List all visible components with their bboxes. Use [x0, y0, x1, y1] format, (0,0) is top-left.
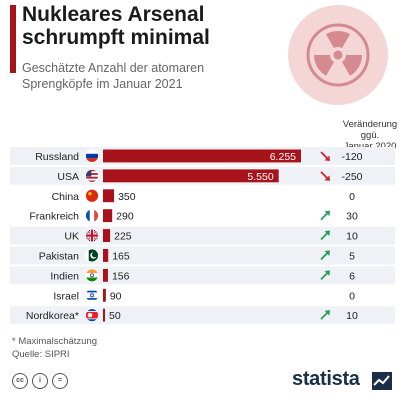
trend-up-arrow-icon — [320, 270, 330, 280]
change-label: -120 — [341, 151, 362, 163]
usa-flag-icon — [85, 168, 99, 183]
category-label: Israel — [53, 290, 79, 302]
pakistan-flag-icon — [85, 248, 99, 263]
value-label: 6.255 — [270, 151, 296, 163]
trend-down-arrow-icon — [320, 171, 330, 181]
france-flag-icon — [85, 208, 99, 223]
change-label: 30 — [346, 211, 358, 223]
category-label: UK — [64, 231, 79, 243]
change-label: 10 — [346, 310, 358, 322]
title-accent-bar — [10, 5, 16, 73]
change-label: 10 — [346, 231, 358, 243]
bar — [103, 189, 115, 203]
chart-subtitle: Geschätzte Anzahl der atomaren Sprengköp… — [22, 60, 272, 92]
bar — [103, 149, 301, 163]
value-label: 225 — [114, 231, 132, 243]
bar — [103, 288, 106, 302]
change-label: 0 — [349, 191, 355, 203]
subtitle-line-1: Geschätzte Anzahl der atomaren — [22, 61, 205, 75]
category-label: Russland — [35, 151, 79, 163]
bar — [103, 209, 113, 223]
change-label: 0 — [349, 290, 355, 302]
trend-down-arrow-icon — [320, 151, 330, 161]
value-label: 290 — [116, 211, 134, 223]
israel-flag-icon — [85, 288, 99, 303]
footnote: * Maximalschätzung — [12, 336, 98, 347]
row-background — [10, 306, 395, 325]
bar — [103, 249, 109, 262]
emblem-ring — [306, 23, 370, 87]
bar — [103, 229, 111, 242]
category-label: Nordkorea* — [26, 310, 79, 322]
russia-flag-icon — [85, 149, 99, 163]
value-label: 156 — [112, 270, 130, 282]
category-label: Pakistan — [39, 250, 79, 262]
change-column-header: Veränderung ggü. Januar 2020 — [338, 119, 402, 152]
category-label: Frankreich — [29, 211, 79, 223]
trefoil-blade-1 — [326, 31, 350, 49]
trend-up-arrow-icon — [320, 210, 330, 221]
license-icons: cc i = — [12, 373, 68, 389]
trend-up-arrow-icon — [320, 230, 330, 241]
value-label: 50 — [109, 310, 121, 322]
trefoil-blades — [314, 31, 362, 76]
value-label: 5.550 — [247, 171, 273, 183]
change-label: 5 — [349, 250, 355, 262]
trefoil-blade-2 — [342, 55, 362, 76]
radiation-symbol-icon — [288, 5, 388, 105]
attribution-icon[interactable]: i — [32, 373, 48, 389]
value-label: 350 — [118, 191, 136, 203]
value-label: 90 — [110, 290, 122, 302]
subtitle-line-2: Sprengköpfe im Januar 2021 — [22, 77, 183, 91]
uk-flag-icon — [85, 228, 99, 243]
statista-wordmark[interactable]: statista — [292, 368, 360, 390]
trefoil-center — [333, 50, 343, 60]
category-label: China — [52, 191, 80, 203]
bar — [103, 308, 105, 322]
noderivs-icon[interactable]: = — [52, 373, 68, 389]
change-label: 6 — [349, 270, 355, 282]
cc-license-icon[interactable]: cc — [12, 373, 28, 389]
change-label: -250 — [341, 171, 362, 183]
bar — [103, 268, 108, 282]
title-line-1: Nukleares Arsenal — [22, 3, 205, 26]
change-header-line-1: Veränderung ggü. — [342, 119, 398, 141]
category-label: USA — [57, 171, 79, 183]
chart-title: Nukleares Arsenal schrumpft minimal — [22, 3, 284, 49]
statista-logo-icon[interactable] — [372, 372, 392, 390]
trefoil-blade-3 — [314, 55, 334, 76]
title-line-2: schrumpft minimal — [22, 26, 210, 49]
china-flag-icon — [85, 188, 99, 203]
value-label: 165 — [112, 250, 130, 262]
change-header-line-2: Januar 2020 — [343, 141, 397, 152]
india-flag-icon — [85, 268, 99, 283]
source-note: Quelle: SIPRI — [12, 349, 70, 360]
north-korea-flag-icon — [85, 308, 99, 323]
bar — [103, 169, 279, 183]
trend-up-arrow-icon — [320, 250, 330, 261]
category-label: Indien — [50, 270, 79, 282]
trend-up-arrow-icon — [320, 310, 330, 320]
